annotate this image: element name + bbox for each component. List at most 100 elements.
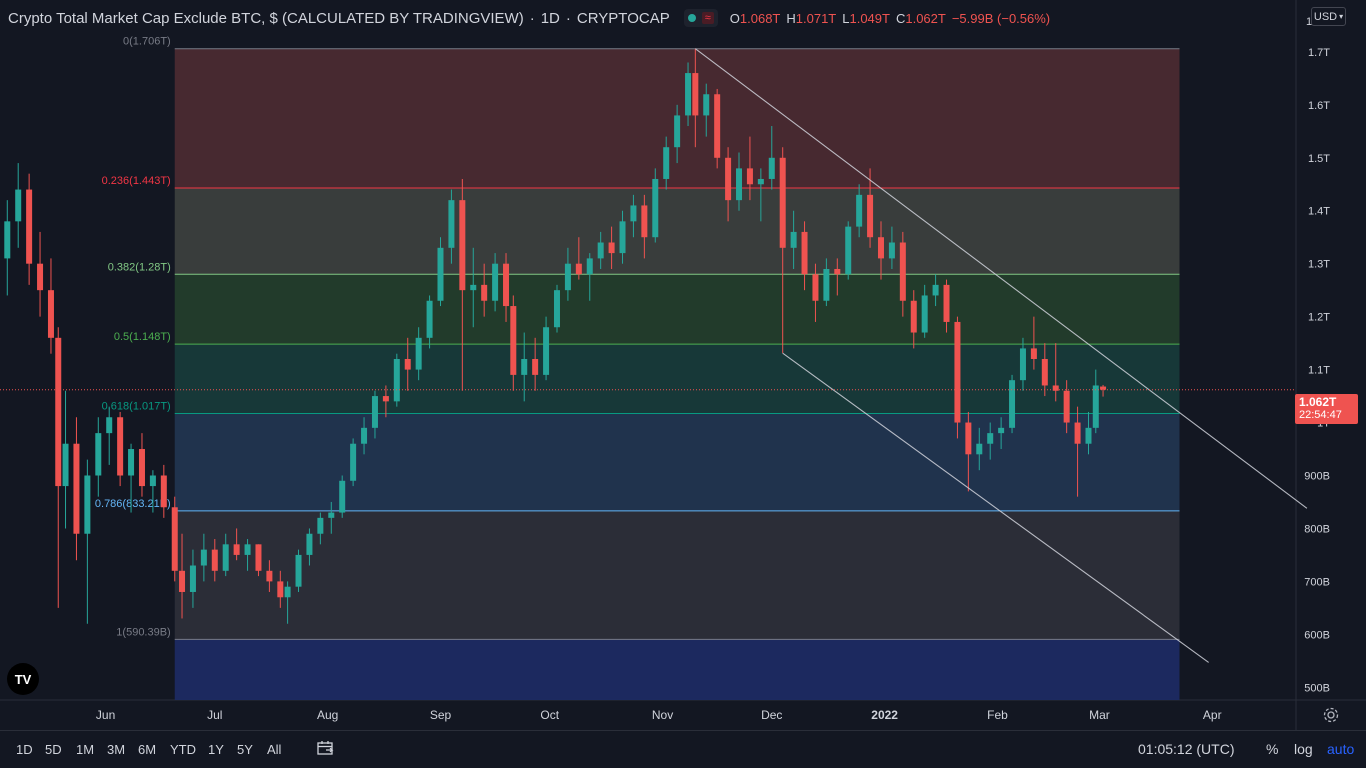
candle-body [1041, 359, 1048, 386]
price-tick-label: 1.6T [1308, 100, 1330, 112]
tradingview-logo[interactable]: TV [7, 663, 39, 695]
high-value: 1.071T [795, 10, 837, 26]
candle-body [470, 284, 477, 291]
auto-scale-toggle[interactable]: auto [1327, 741, 1355, 757]
candle-body [284, 586, 291, 598]
interval-label[interactable]: 1D [540, 9, 560, 27]
candle-body [62, 443, 69, 487]
candle-body [244, 544, 251, 555]
market-open-dot-icon [687, 14, 696, 22]
candle-body [26, 189, 33, 264]
candle-body [910, 300, 917, 333]
candle-body [189, 565, 196, 592]
price-axis-top-label: 1 [1306, 16, 1312, 28]
candle-body [339, 480, 346, 513]
range-3m[interactable]: 3M [107, 742, 126, 757]
fib-level-label: 0.618(1.017T) [102, 401, 171, 413]
open-label: O [729, 10, 740, 26]
range-5d[interactable]: 5D [45, 742, 62, 757]
range-6m[interactable]: 6M [138, 742, 157, 757]
price-axis: 500B600B700B800B900B1T1.1T1.2T1.3T1.4T1.… [1304, 16, 1330, 694]
candle-body [306, 533, 313, 555]
fib-level-label: 0.5(1.148T) [114, 331, 171, 343]
candle-body [371, 396, 378, 428]
candle-body [1085, 427, 1092, 444]
candle-body [877, 237, 884, 259]
low-label: L [842, 10, 850, 26]
candle-body [899, 242, 906, 301]
currency-selector[interactable]: USD ▾ [1311, 7, 1346, 26]
candle-body [888, 242, 895, 259]
candle-body [619, 221, 626, 254]
candle-body [73, 443, 80, 534]
time-tick-label: Jul [207, 708, 222, 722]
candle-body [1092, 385, 1099, 428]
fib-level-label: 0.382(1.28T) [108, 261, 171, 273]
candle-body [1100, 386, 1107, 390]
candle-body [492, 263, 499, 301]
settings-gear-icon[interactable] [1322, 706, 1340, 729]
candle-body [277, 581, 284, 598]
candle-body [211, 549, 218, 571]
candle-body [692, 73, 699, 116]
candle-body [943, 284, 950, 322]
candle-body [575, 263, 582, 275]
percent-scale-toggle[interactable]: % [1266, 741, 1279, 757]
bar-countdown: 22:54:47 [1299, 409, 1342, 421]
time-tick-label: Jun [96, 708, 115, 722]
time-axis: Jun Jul Aug Sep Oct Nov Dec 2022 Feb Mar Apr [96, 708, 1222, 722]
candle-body [823, 268, 830, 301]
candle-body [685, 73, 692, 116]
candle-body [481, 284, 488, 301]
price-chart[interactable]: 0(1.706T) 0.236(1.443T) 0.382(1.28T) 0.5(1.… [0, 0, 1366, 730]
candle-body [746, 168, 753, 185]
candle-body [437, 247, 444, 301]
candle-body [921, 295, 928, 333]
candle-body [521, 359, 528, 375]
candle-body [845, 226, 852, 275]
time-tick-label: Mar [1089, 708, 1110, 722]
range-5y[interactable]: 5Y [237, 742, 253, 757]
log-scale-toggle[interactable]: log [1294, 741, 1313, 757]
candle-body [503, 263, 510, 307]
candle-body [55, 337, 62, 487]
chevron-down-icon: ▾ [1339, 12, 1344, 21]
candle-body [779, 157, 786, 248]
time-tick-label: Oct [540, 708, 559, 722]
candle-body [630, 205, 637, 222]
time-tick-label: Aug [317, 708, 338, 722]
range-1y[interactable]: 1Y [208, 742, 224, 757]
candle-body [674, 115, 681, 148]
candle-body [532, 359, 539, 375]
candle-body [350, 443, 357, 481]
candle-body [564, 263, 571, 291]
fib-zone-5 [174, 510, 1180, 640]
candle-body [200, 549, 207, 566]
candle-body [37, 263, 44, 291]
candle-body [95, 433, 102, 476]
calendar-range-icon[interactable] [317, 740, 335, 761]
candle-body [725, 157, 732, 201]
range-all[interactable]: All [267, 742, 282, 757]
candle-body [812, 274, 819, 301]
high-label: H [786, 10, 796, 26]
exchange-label: CRYPTOCAP [576, 9, 670, 27]
separator-dot: · [565, 9, 571, 27]
market-status[interactable]: ≈ [683, 9, 718, 27]
bottom-toolbar: 1D 5D 1M 3M 6M YTD 1Y 5Y All 01:05:12 (UTC) % lo… [0, 730, 1366, 768]
candle-body [106, 417, 113, 434]
range-1d[interactable]: 1D [16, 742, 33, 757]
range-ytd[interactable]: YTD [170, 742, 196, 757]
chart-legend: Crypto Total Market Cap Exclude BTC, $ (… [8, 9, 1050, 27]
candle-body [1074, 422, 1081, 444]
price-tick-label: 1.2T [1308, 312, 1330, 324]
candle-body [117, 417, 124, 476]
candle-body [149, 475, 156, 487]
candle-body [1063, 390, 1070, 423]
range-1m[interactable]: 1M [76, 742, 95, 757]
candle-body [834, 268, 841, 275]
symbol-title[interactable]: Crypto Total Market Cap Exclude BTC, $ (… [8, 9, 524, 27]
candle-body [608, 242, 615, 254]
utc-clock[interactable]: 01:05:12 (UTC) [1138, 741, 1235, 757]
candle-body [317, 517, 324, 534]
